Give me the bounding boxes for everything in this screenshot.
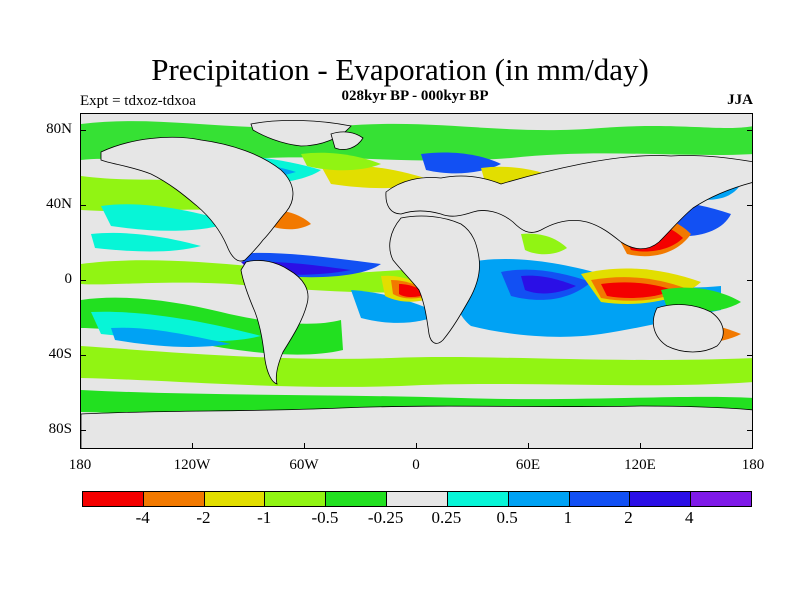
y-tick-mark-right (747, 430, 753, 431)
colorbar-swatch (691, 492, 751, 506)
colorbar-label: -0.5 (311, 508, 339, 527)
colorbar-label: 0.5 (496, 508, 518, 527)
colorbar-label: 4 (685, 508, 694, 527)
map-panel (80, 113, 753, 449)
y-tick-label: 0 (64, 271, 73, 287)
x-tick-label: 0 (412, 457, 420, 473)
y-tick-label: 80N (46, 121, 72, 137)
x-tick-label: 60W (289, 457, 319, 473)
x-tick-label: 60E (515, 457, 541, 473)
colorbar-label: -1 (257, 508, 272, 527)
y-tick-label: 40S (48, 346, 72, 362)
colorbar-swatch (569, 492, 631, 506)
colorbar-swatch (630, 492, 692, 506)
x-tick-mark (528, 443, 529, 449)
x-tick-mark (416, 443, 417, 449)
colorbar-swatch (326, 492, 388, 506)
colorbar-swatch (387, 492, 448, 506)
y-tick-mark (80, 355, 86, 356)
y-tick-mark (80, 280, 86, 281)
plot-subtitle: 028kyr BP - 000kyr BP (341, 88, 489, 104)
y-tick-mark (80, 130, 86, 131)
colorbar-swatch (508, 492, 570, 506)
y-tick-mark (80, 205, 86, 206)
y-tick-mark-right (747, 280, 753, 281)
x-tick-label: 120E (624, 457, 656, 473)
season-label: JJA (727, 92, 753, 108)
colorbar-swatch (143, 492, 205, 506)
y-tick-mark-right (747, 205, 753, 206)
x-tick-label: 120W (173, 457, 211, 473)
colorbar-label: -4 (135, 508, 150, 527)
y-tick-mark (80, 430, 86, 431)
colorbar (82, 491, 752, 507)
y-tick-label: 40N (46, 196, 72, 212)
plot-title: Precipitation - Evaporation (in mm/day) (151, 52, 649, 87)
colorbar-label: -0.25 (367, 508, 404, 527)
experiment-label: Expt = tdxoz-tdxoa (80, 93, 196, 109)
colorbar-swatch (447, 492, 509, 506)
x-tick-label: 180 (68, 457, 92, 473)
colorbar-swatch (83, 492, 144, 506)
y-tick-label: 80S (48, 421, 72, 437)
y-tick-mark-right (747, 355, 753, 356)
x-tick-label: 180 (741, 457, 765, 473)
x-tick-mark (192, 443, 193, 449)
colorbar-swatch (265, 492, 327, 506)
x-tick-mark (304, 443, 305, 449)
x-tick-mark (640, 443, 641, 449)
y-tick-mark-right (747, 130, 753, 131)
colorbar-label: 1 (563, 508, 573, 527)
colorbar-label: -2 (196, 508, 211, 527)
colorbar-label: 2 (624, 508, 633, 527)
colorbar-label: 0.25 (431, 508, 462, 527)
colorbar-swatch (204, 492, 266, 506)
world-map (81, 114, 752, 448)
